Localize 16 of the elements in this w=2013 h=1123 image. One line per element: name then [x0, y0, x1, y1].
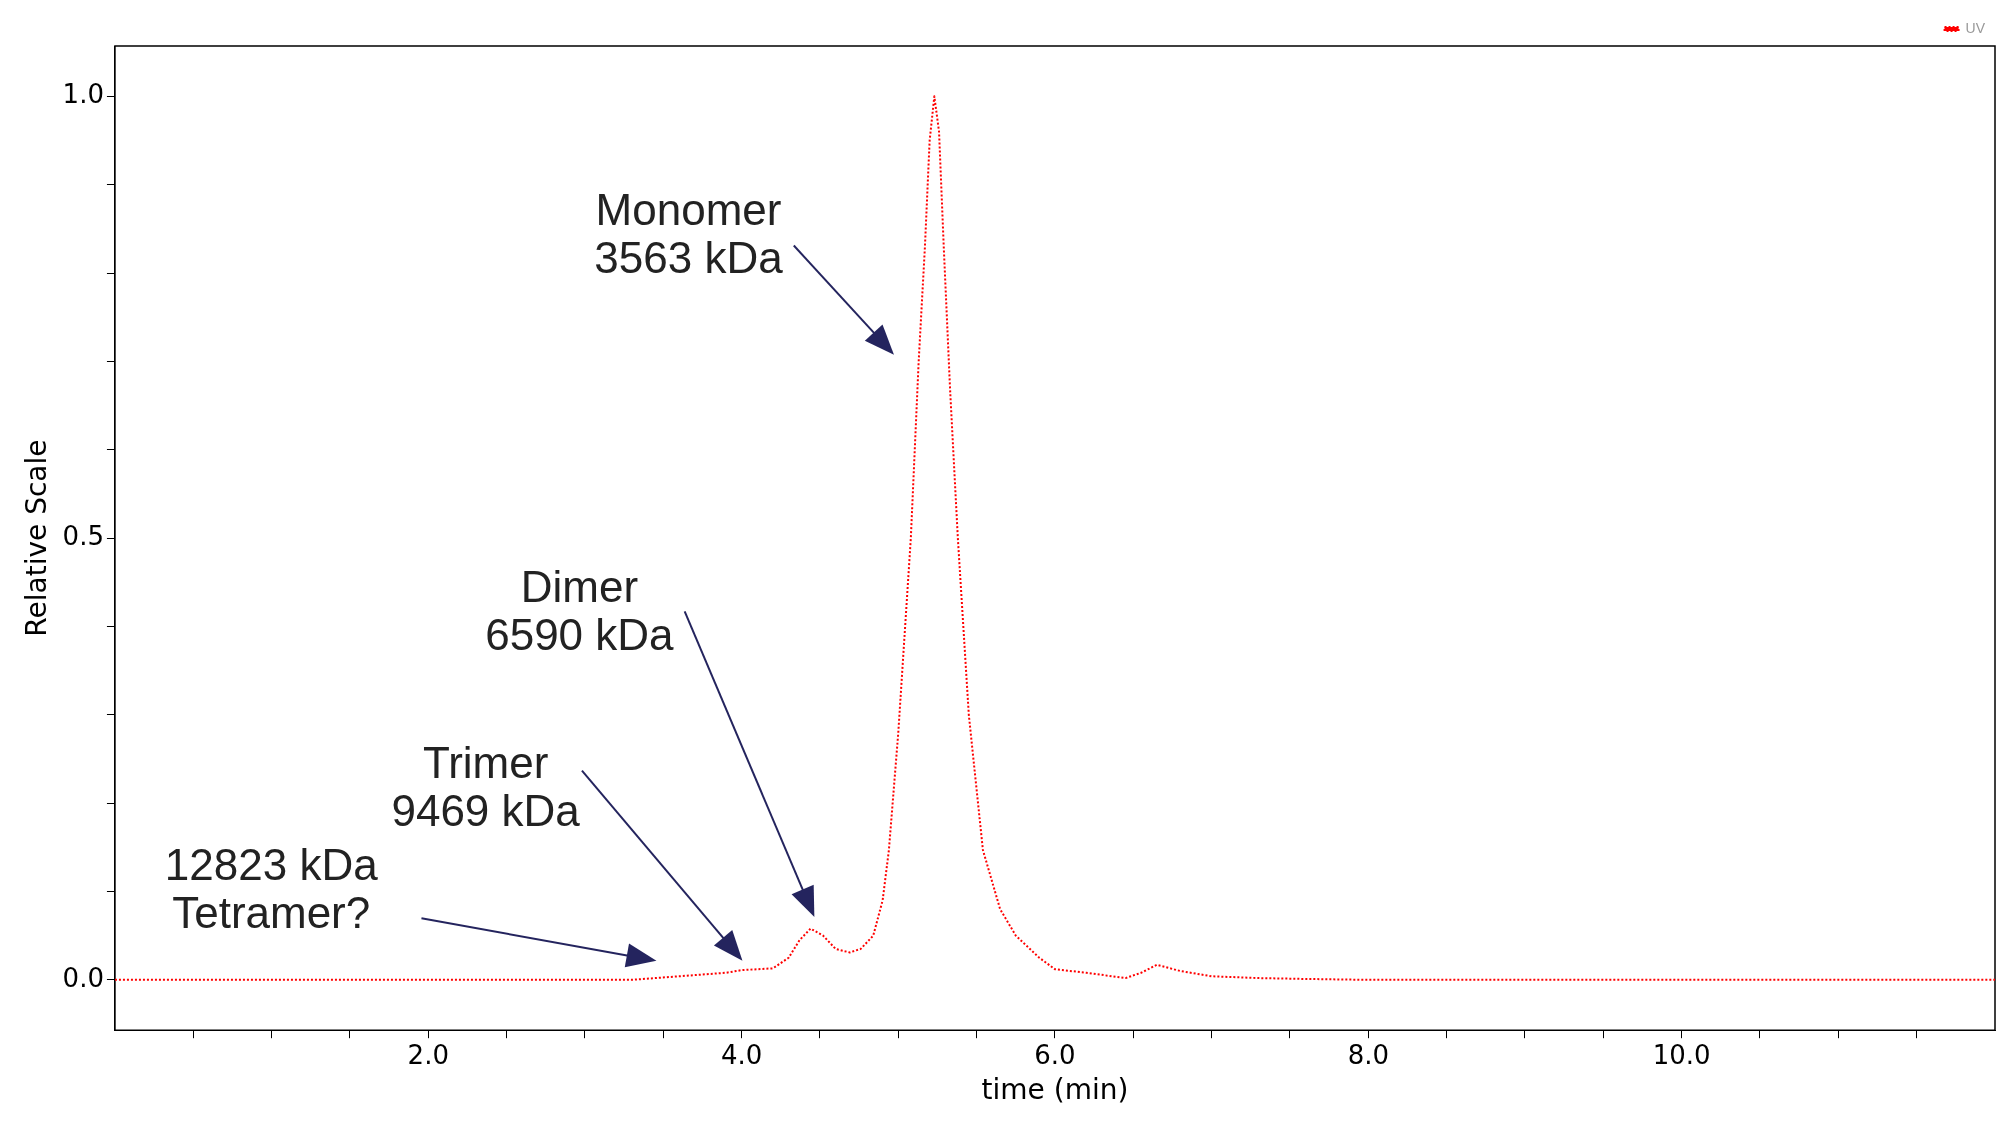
- x-tick-label: 8.0: [1347, 1039, 1389, 1070]
- y-tick-label: 0.0: [62, 962, 104, 993]
- x-tick-label: 6.0: [1034, 1039, 1076, 1070]
- y-tick-label: 1.0: [62, 79, 104, 110]
- y-axis-title: Relative Scale: [20, 439, 54, 637]
- x-axis-title: time (min): [981, 1073, 1129, 1107]
- legend-label: UV: [1965, 19, 1986, 36]
- x-tick-label: 4.0: [720, 1039, 763, 1070]
- line-series: [114, 95, 1995, 981]
- annotation: Dimer 6590 kDa: [485, 562, 674, 660]
- y-tick-label: 0.5: [62, 520, 104, 551]
- annotation: Trimer 9469 kDa: [391, 738, 580, 836]
- x-tick-label: 2.0: [407, 1039, 449, 1070]
- annotation: Monomer 3563 kDa: [594, 184, 783, 282]
- annotation: 12823 kDa Tetramer?: [164, 839, 378, 937]
- x-tick-label: 10.0: [1652, 1039, 1711, 1070]
